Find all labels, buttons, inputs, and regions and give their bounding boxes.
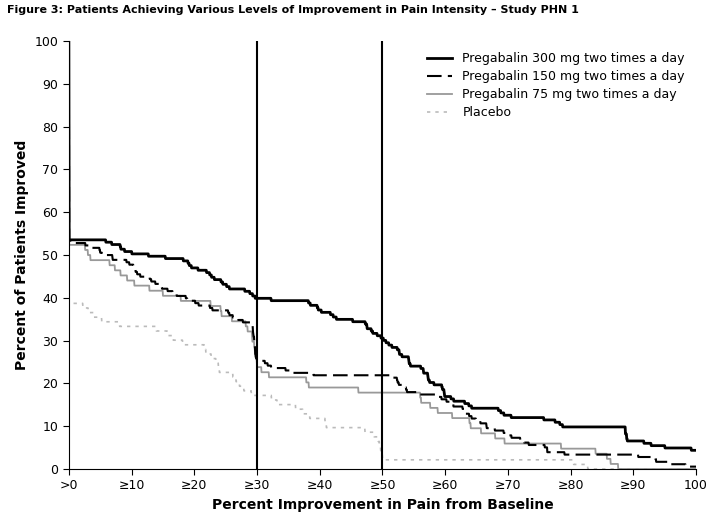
Legend: Pregabalin 300 mg two times a day, Pregabalin 150 mg two times a day, Pregabalin: Pregabalin 300 mg two times a day, Prega… [422, 47, 690, 124]
Y-axis label: Percent of Patients Improved: Percent of Patients Improved [15, 140, 29, 370]
Text: Figure 3: Patients Achieving Various Levels of Improvement in Pain Intensity – S: Figure 3: Patients Achieving Various Lev… [7, 5, 579, 15]
X-axis label: Percent Improvement in Pain from Baseline: Percent Improvement in Pain from Baselin… [212, 498, 553, 512]
